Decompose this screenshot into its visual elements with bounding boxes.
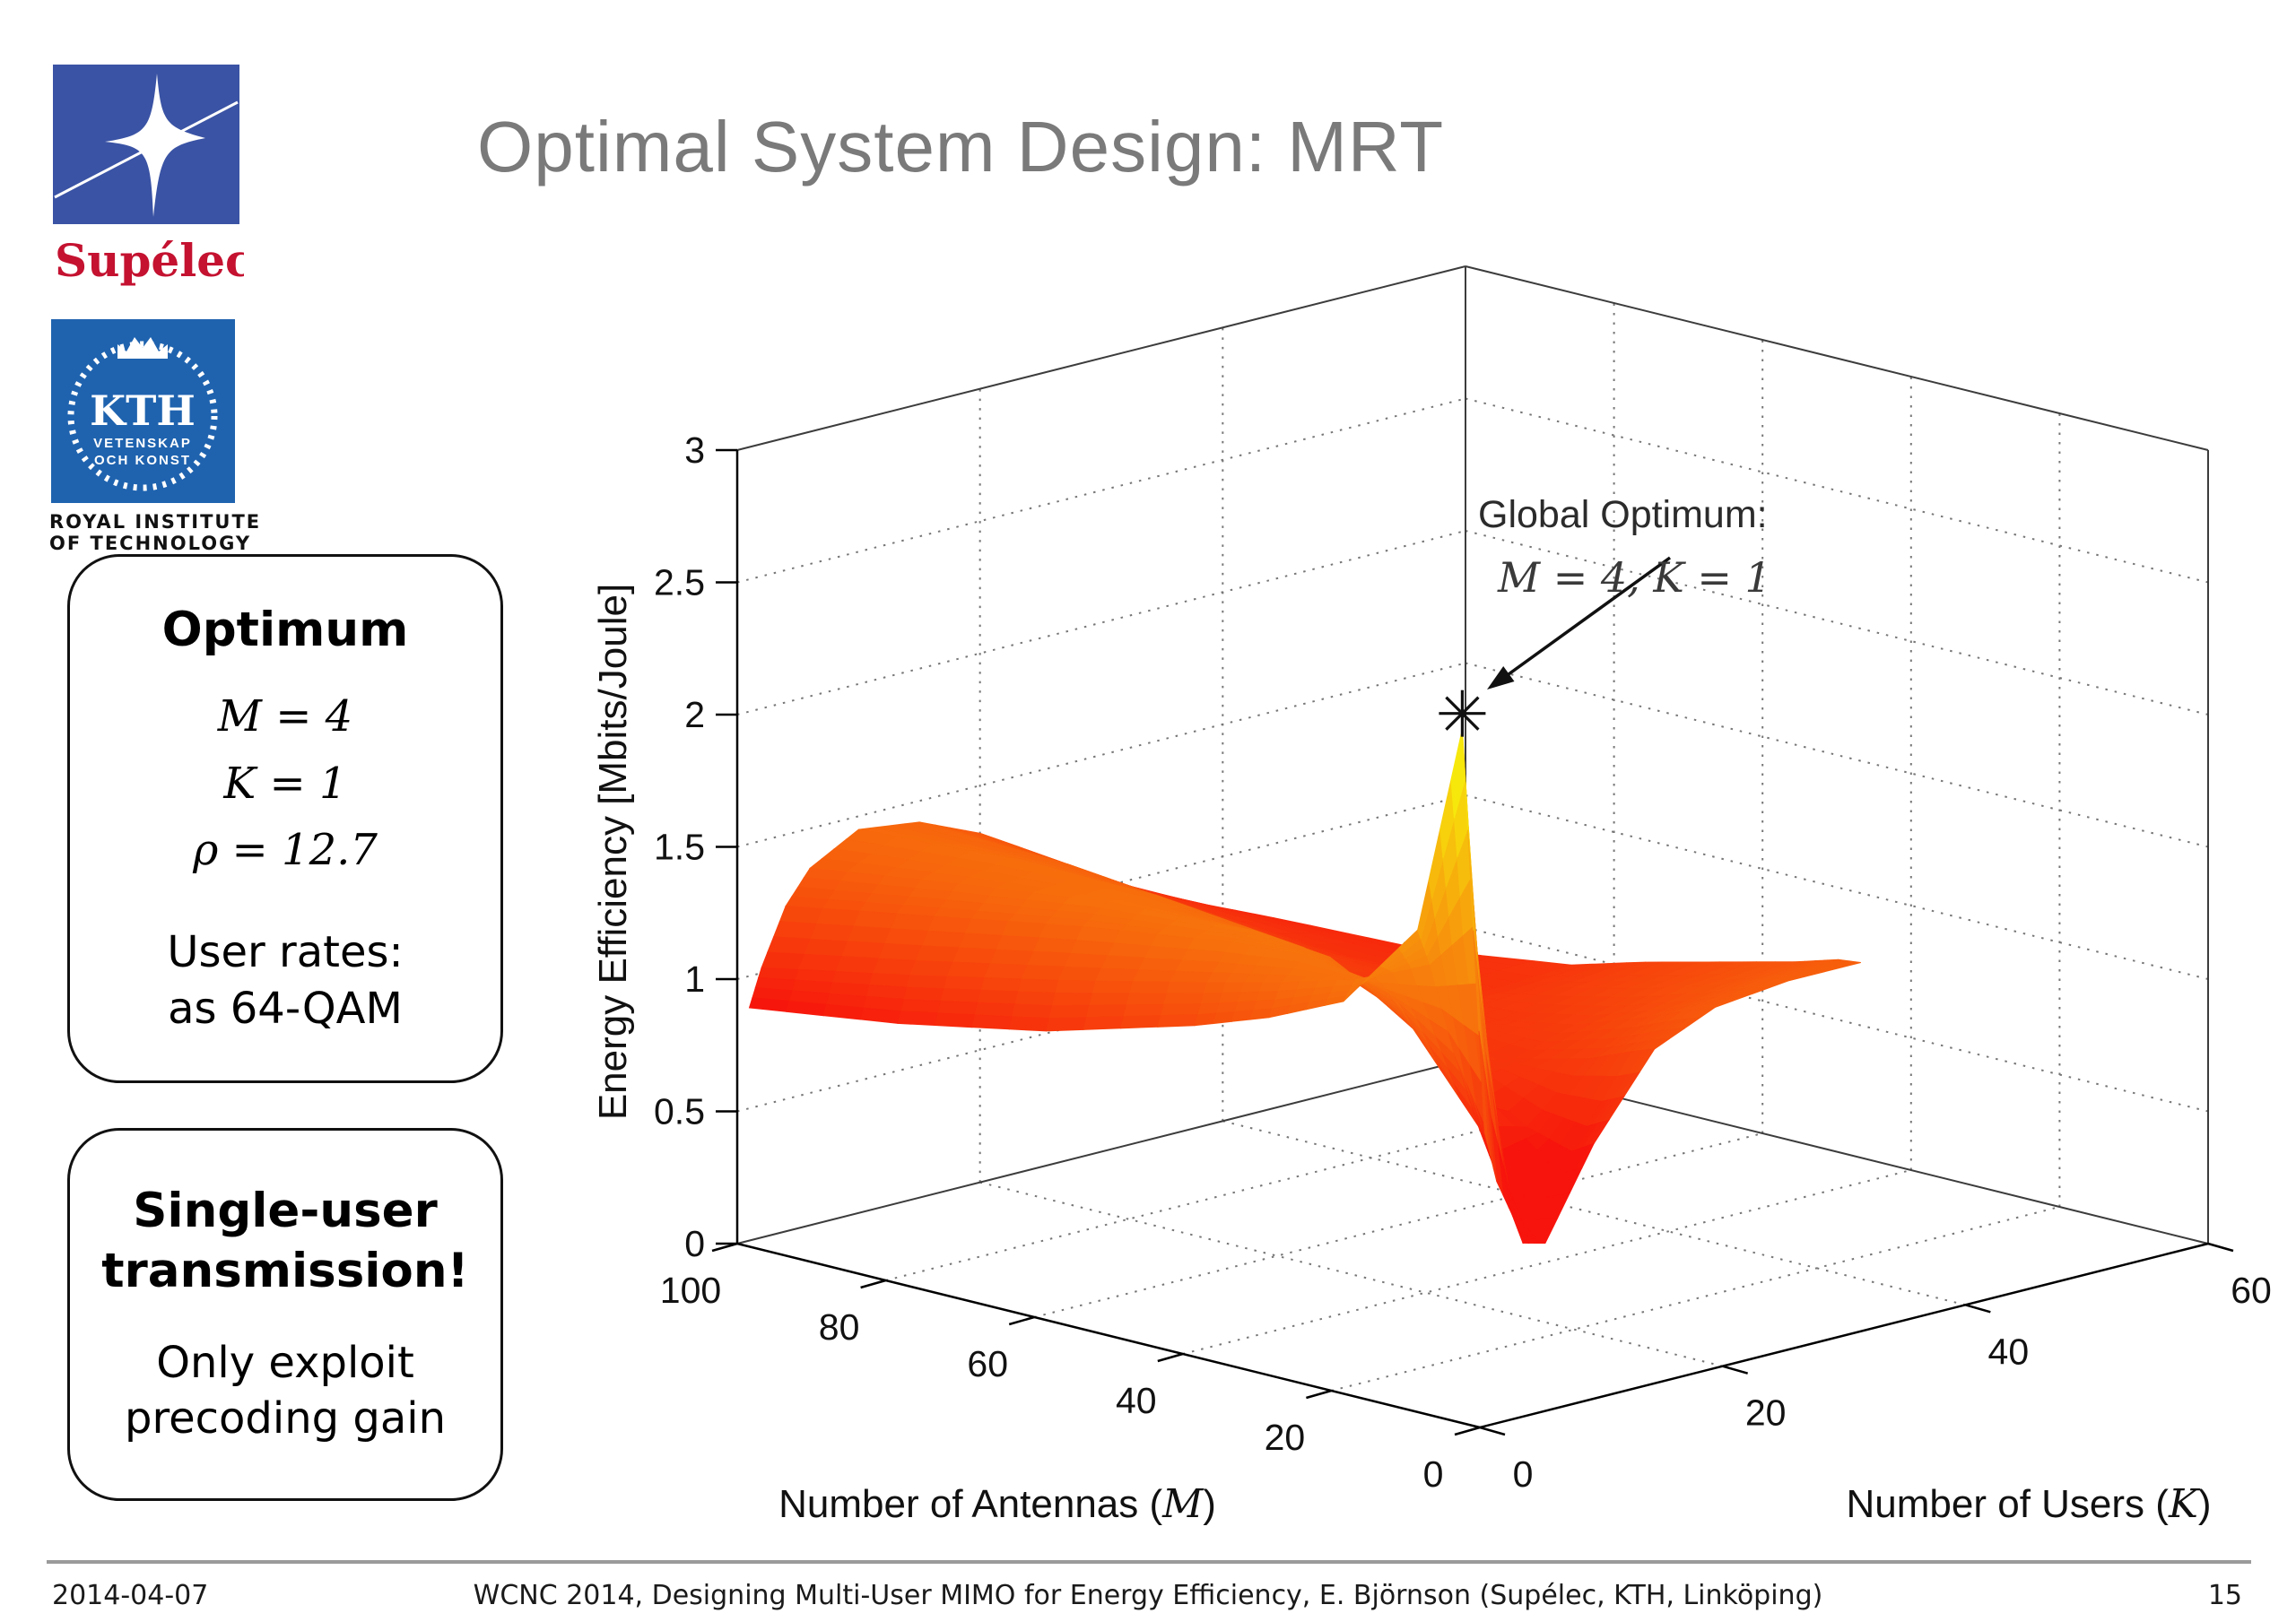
kth-caption-line1: ROYAL INSTITUTE (49, 511, 262, 533)
single-user-note-line1: Only exploit (156, 1337, 414, 1388)
x-tick-label: 100 (660, 1270, 721, 1311)
single-user-note-block: Only exploit precoding gain (125, 1335, 446, 1447)
annotation-line2: M = 4, K = 1 (1497, 553, 1771, 602)
annotation-arrowhead-icon (1487, 666, 1515, 690)
single-user-title-line2: transmission! (101, 1243, 469, 1298)
y-tick-label: 40 (1988, 1331, 2030, 1372)
kth-wreath-icon (67, 341, 218, 491)
y-tick-label: 0 (1513, 1453, 1534, 1495)
x-tick-label: 20 (1265, 1417, 1306, 1458)
x-tick-label: 40 (1116, 1380, 1157, 1421)
x-axis-label: Number of Antennas (M) (778, 1481, 1216, 1527)
supelec-wordmark: Supélec (55, 234, 244, 287)
ee-surface (748, 729, 1861, 1245)
z-tick-label: 2.5 (654, 562, 705, 603)
x-tick-label: 60 (967, 1343, 1008, 1384)
kth-crown-icon (117, 337, 168, 359)
kth-motto-line2: OCH KONST (94, 453, 191, 468)
z-tick-label: 3 (684, 429, 705, 471)
y-axis-label: Number of Users (K) (1847, 1481, 2212, 1527)
y-tick-label: 60 (2231, 1270, 2272, 1311)
z-tick-label: 2 (684, 694, 705, 735)
z-axis-label: Energy Efficiency [Mbits/Joule] (591, 584, 635, 1120)
kth-logo-graphic: KTH VETENSKAP OCH KONST (51, 319, 235, 503)
optimum-note-line1: User rates: (167, 927, 404, 978)
supelec-logo: Supélec (51, 63, 252, 291)
x-tick-label: 0 (1423, 1453, 1444, 1495)
global-optimum-annotation: Global Optimum: M = 4, K = 1 (1439, 493, 1771, 737)
single-user-note-line2: precoding gain (124, 1393, 447, 1444)
chart-axes: 0 0.5 1 1.5 2 2.5 3 100 80 60 40 20 0 0 20 40 60 Number o… (591, 429, 2272, 1527)
supelec-star-icon (105, 74, 205, 217)
optimum-note-line2: as 64-QAM (168, 983, 403, 1034)
z-tick-label: 1 (684, 958, 705, 1000)
optimum-box-title: Optimum (161, 602, 409, 657)
y-tick-label: 20 (1745, 1392, 1787, 1434)
slide-title: Optimal System Design: MRT (477, 107, 1445, 186)
kth-logo: KTH VETENSKAP OCH KONST (51, 319, 239, 509)
z-tick-label: 1.5 (654, 827, 705, 868)
kth-caption-line2: OF TECHNOLOGY (49, 533, 252, 555)
footer-date: 2014-04-07 (52, 1580, 209, 1611)
supelec-logo-graphic: Supélec (53, 65, 252, 287)
annotation-arrow (1507, 556, 1672, 676)
kth-acronym: KTH (90, 386, 196, 435)
optimum-m-value: M = 4 (217, 691, 353, 742)
single-user-title-line1: Single-user (133, 1184, 438, 1239)
z-tick-label: 0.5 (654, 1091, 705, 1132)
x-tick-label: 80 (819, 1306, 860, 1348)
kth-motto-line1: VETENSKAP (93, 436, 192, 451)
optimum-box: Optimum M = 4 K = 1 ρ = 12.7 User rates:… (67, 554, 503, 1083)
z-tick-label: 0 (684, 1223, 705, 1264)
footer-page-number: 15 (2207, 1580, 2242, 1611)
footer-divider (47, 1560, 2251, 1564)
annotation-line1: Global Optimum: (1478, 493, 1768, 536)
optimum-math-block: M = 4 K = 1 ρ = 12.7 (193, 683, 378, 883)
footer-reference: WCNC 2014, Designing Multi-User MIMO for… (473, 1580, 1823, 1611)
single-user-box: Single-user transmission! Only exploit p… (67, 1128, 503, 1501)
optimum-note-block: User rates: as 64-QAM (167, 924, 403, 1037)
optimum-rho-value: ρ = 12.7 (193, 824, 378, 875)
kth-caption: ROYAL INSTITUTE OF TECHNOLOGY (49, 511, 265, 554)
optimum-k-value: K = 1 (223, 758, 347, 809)
